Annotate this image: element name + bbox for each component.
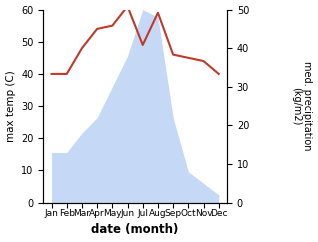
X-axis label: date (month): date (month)	[92, 223, 179, 236]
Y-axis label: med. precipitation
(kg/m2): med. precipitation (kg/m2)	[291, 61, 313, 151]
Y-axis label: max temp (C): max temp (C)	[5, 70, 16, 142]
